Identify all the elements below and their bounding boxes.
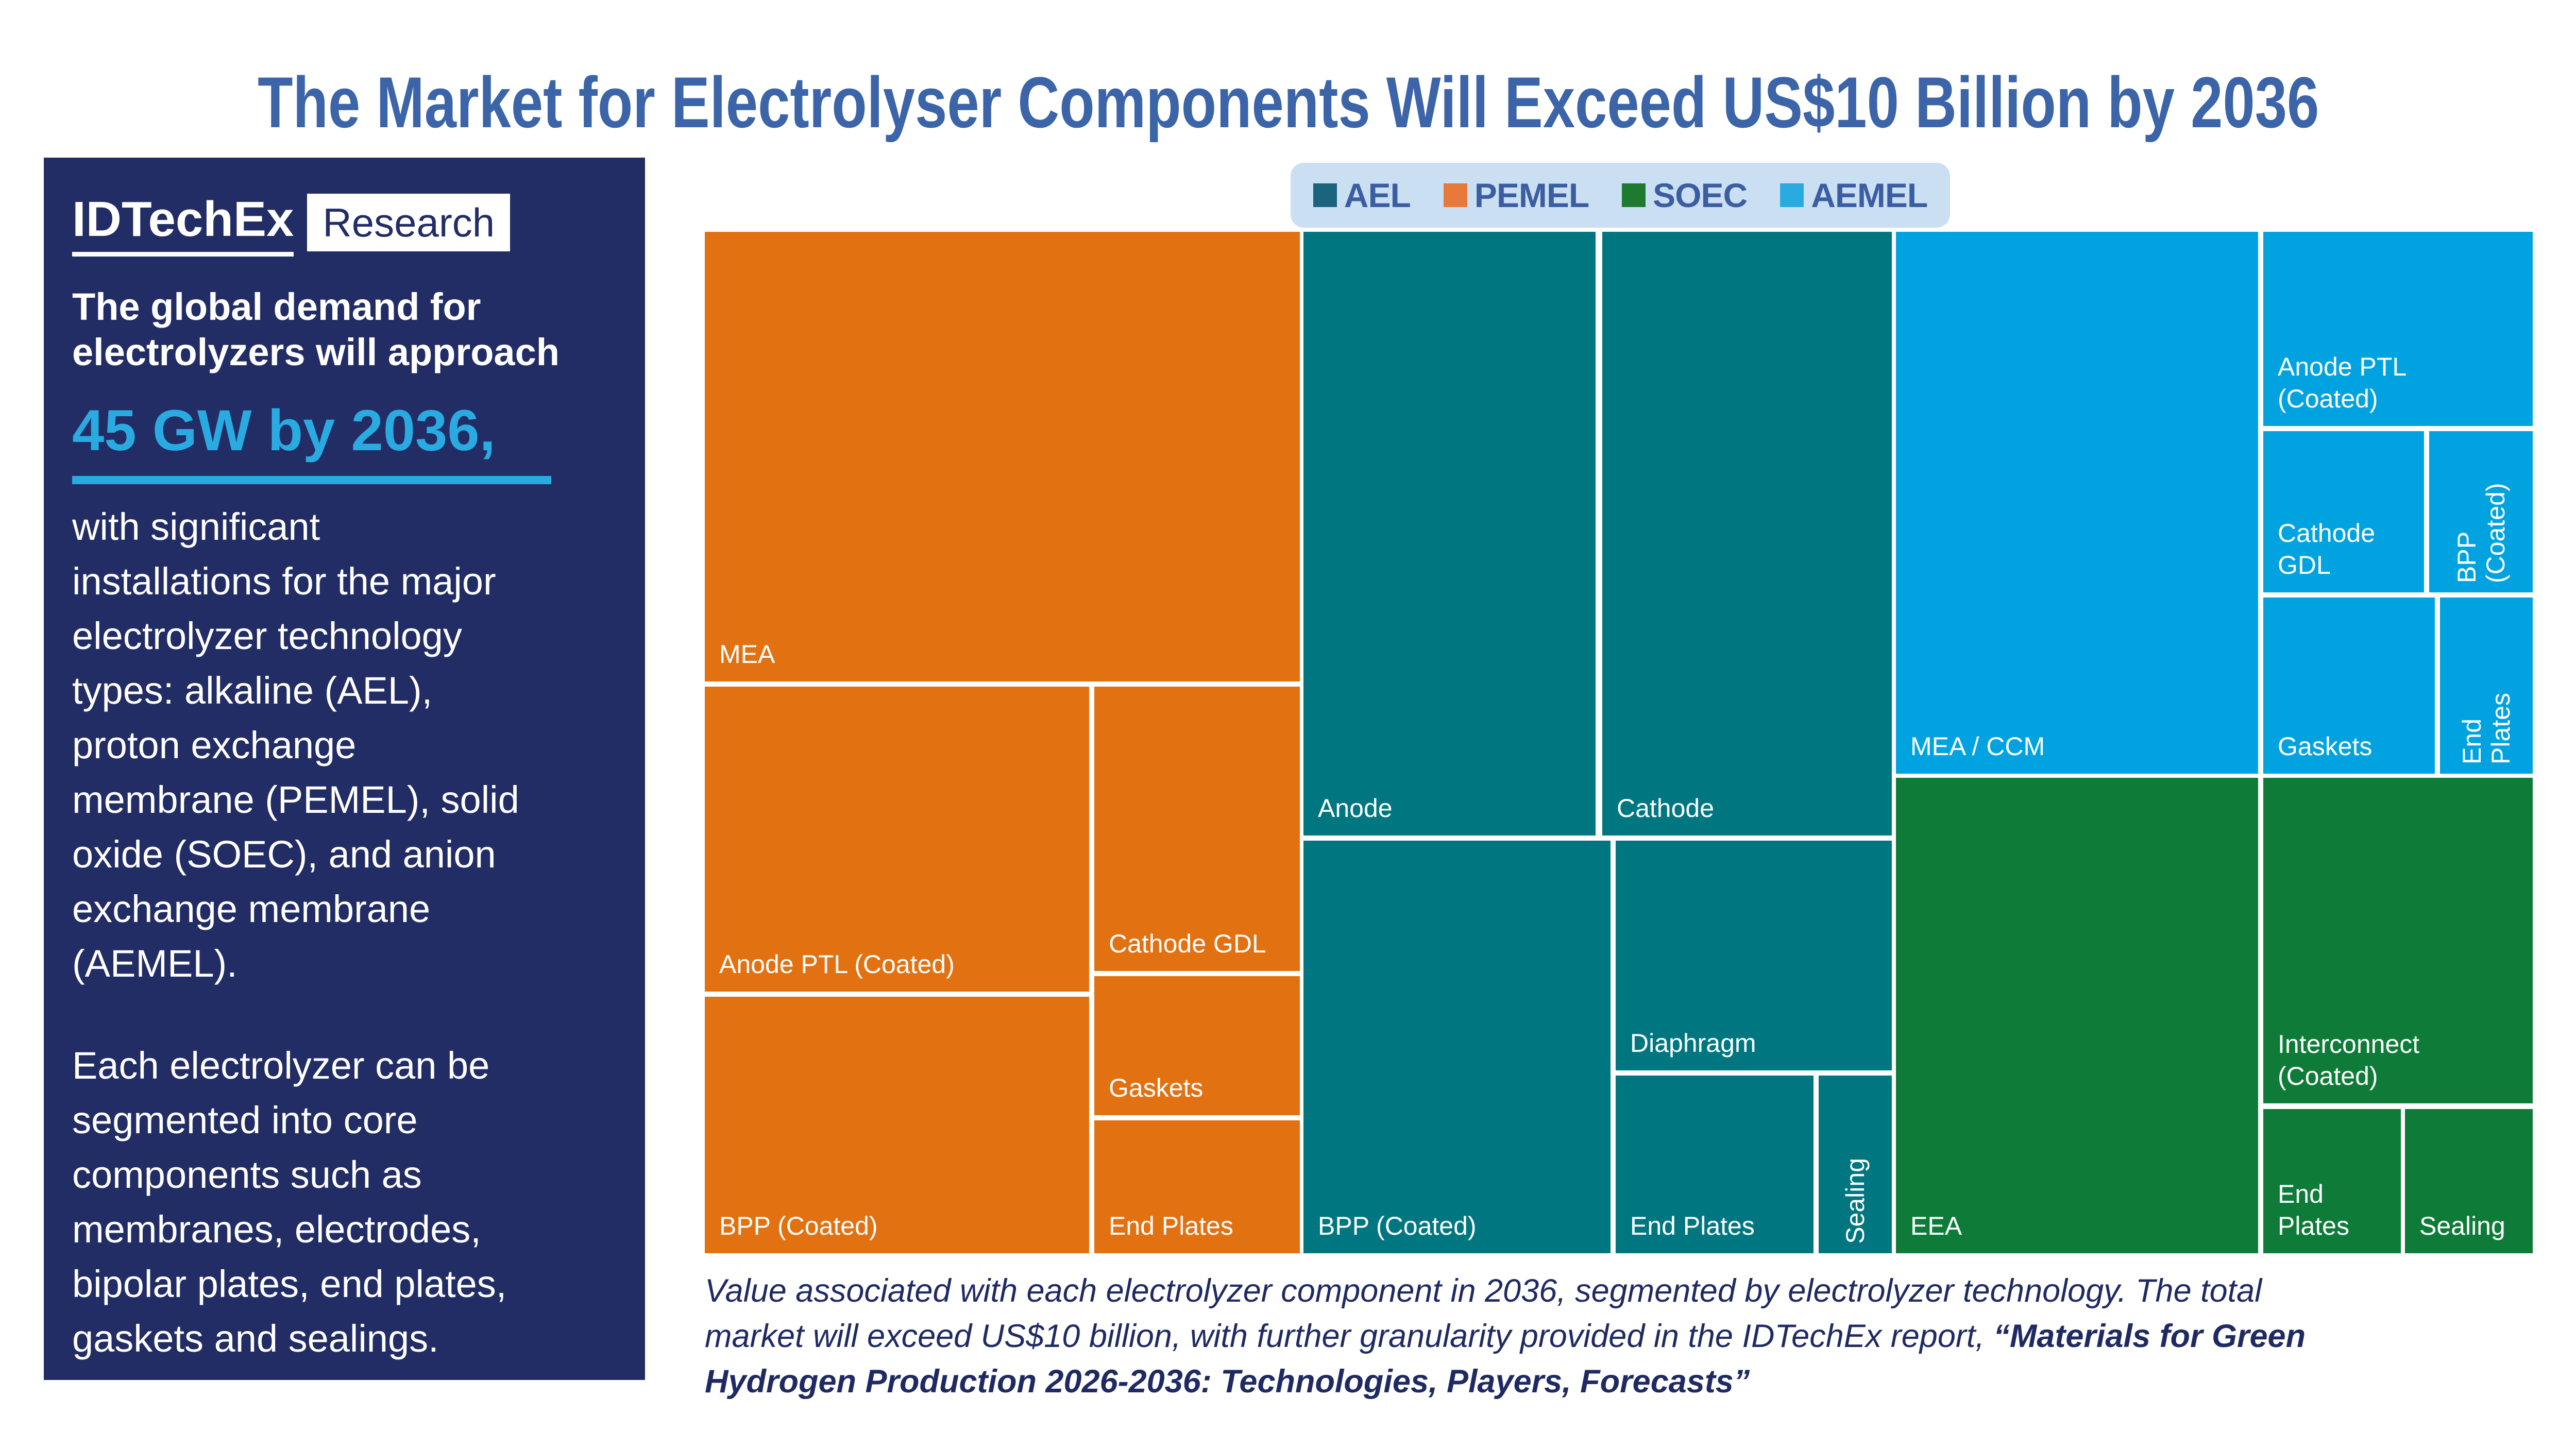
- page-title: The Market for Electrolyser Components W…: [0, 61, 2576, 144]
- sidebar-headline: The global demand for electrolyzers will …: [72, 284, 617, 375]
- text-line: membrane (PEMEL), solid: [72, 778, 519, 821]
- treemap-block-label: BPP (Coated): [2452, 483, 2510, 583]
- treemap-block-label: BPP (Coated): [719, 1212, 878, 1240]
- text-line: gaskets and sealings.: [72, 1317, 439, 1360]
- idtechex-brand-wordmark: IDTechEx: [72, 193, 294, 257]
- page-title-text: The Market for Electrolyser Components W…: [258, 62, 2319, 143]
- legend-item-pemel: PEMEL: [1443, 176, 1589, 215]
- treemap-block-soec-interconnect-coated: Interconnect (Coated): [2263, 778, 2533, 1103]
- caption-report-title: “Materials for Green: [1993, 1318, 2306, 1354]
- text-line: with significant: [72, 505, 320, 548]
- sidebar-paragraph-1: with significant installations for the ma…: [72, 500, 617, 991]
- legend-item-aemel: AEMEL: [1780, 176, 1928, 215]
- treemap-block-pemel-cathode-gdl: Cathode GDL: [1094, 687, 1300, 971]
- treemap-block-label: Interconnect (Coated): [2278, 1030, 2420, 1090]
- legend-swatch-soec-icon: [1622, 183, 1646, 207]
- treemap-block-label: Anode: [1318, 794, 1393, 823]
- treemap-block-pemel-gaskets: Gaskets: [1094, 976, 1300, 1115]
- treemap-block-label: Cathode GDL: [1109, 929, 1266, 958]
- text-line: electrolyzer technology: [72, 615, 462, 657]
- legend-label: AEMEL: [1811, 176, 1928, 214]
- treemap-block-pemel-anode-ptl-coated: Anode PTL (Coated): [705, 687, 1089, 992]
- caption-report-title: Hydrogen Production 2026-2036: Technolog…: [705, 1363, 1750, 1400]
- treemap-block-label: Gaskets: [2278, 732, 2372, 761]
- text-line: oxide (SOEC), and anion: [72, 833, 496, 876]
- treemap-block-pemel-end-plates: End Plates: [1094, 1120, 1300, 1253]
- highlight-underline: [72, 476, 551, 484]
- treemap-block-label: Cathode GDL: [2278, 519, 2376, 579]
- treemap-block-label: Sealing: [2419, 1212, 2505, 1240]
- text-line: The global demand for: [72, 285, 481, 328]
- caption-text: Value associated with each electrolyzer …: [705, 1273, 2262, 1309]
- chart-legend: AEL PEMEL SOEC AEMEL: [1291, 163, 1950, 228]
- text-line: segmented into core: [72, 1099, 418, 1141]
- text-line: Each electrolyzer can be: [72, 1044, 490, 1087]
- treemap-block-aemel-end-plates: End Plates: [2440, 598, 2533, 774]
- legend-swatch-pemel-icon: [1443, 183, 1467, 207]
- text-line: (AEMEL).: [72, 942, 238, 985]
- treemap-block-label: EEA: [1910, 1212, 1962, 1240]
- text-line: components such as: [72, 1153, 422, 1196]
- treemap-block-label: End Plates: [2278, 1180, 2349, 1240]
- text-line: membranes, electrodes,: [72, 1208, 481, 1251]
- caption-line: Hydrogen Production 2026-2036: Technolog…: [705, 1359, 2560, 1404]
- treemap-block-label: Anode PTL (Coated): [2278, 352, 2407, 413]
- treemap-block-label: Sealing: [1841, 1158, 1870, 1244]
- treemap-block-label: End Plates: [2458, 693, 2515, 764]
- legend-swatch-ael-icon: [1313, 183, 1337, 207]
- legend-swatch-aemel-icon: [1780, 183, 1804, 207]
- treemap-block-ael-sealing: Sealing: [1819, 1076, 1892, 1253]
- text-line: bipolar plates, end plates,: [72, 1263, 507, 1305]
- treemap-chart: MEA Anode PTL (Coated) BPP (Coated) Cathode…: [705, 232, 2533, 1253]
- treemap-block-label: MEA: [719, 640, 775, 669]
- treemap-block-aemel-bpp-coated: BPP (Coated): [2429, 431, 2533, 592]
- legend-label: PEMEL: [1474, 176, 1589, 214]
- text-line: proton exchange: [72, 724, 357, 766]
- sidebar-highlight: 45 GW by 2036,: [72, 398, 496, 463]
- text-line: types: alkaline (AEL),: [72, 669, 433, 712]
- sidebar: IDTechEx Research The global demand for e…: [44, 158, 645, 1380]
- legend-label: SOEC: [1653, 176, 1748, 214]
- treemap-block-ael-end-plates: End Plates: [1616, 1076, 1814, 1253]
- treemap-block-label: MEA / CCM: [1910, 732, 2045, 761]
- treemap-block-soec-eea: EEA: [1896, 778, 2258, 1253]
- treemap-block-ael-anode: Anode: [1303, 232, 1596, 836]
- treemap-block-ael-diaphragm: Diaphragm: [1616, 841, 1892, 1070]
- treemap-block-label: Diaphragm: [1630, 1029, 1756, 1058]
- caption-line: Value associated with each electrolyzer …: [705, 1268, 2560, 1314]
- treemap-block-ael-cathode: Cathode: [1602, 232, 1892, 836]
- caption-text: market will exceed US$10 billion, with f…: [705, 1318, 1994, 1354]
- caption-line: market will exceed US$10 billion, with f…: [705, 1314, 2560, 1359]
- idtechex-logo: IDTechEx Research: [72, 193, 617, 257]
- treemap-block-label: End Plates: [1630, 1212, 1755, 1240]
- treemap-block-label: End Plates: [1109, 1212, 1233, 1240]
- treemap-block-label: Cathode: [1617, 794, 1715, 823]
- chart-caption: Value associated with each electrolyzer …: [705, 1268, 2560, 1404]
- treemap-block-label: Gaskets: [1109, 1073, 1204, 1102]
- treemap-block-soec-end-plates: End Plates: [2263, 1109, 2401, 1253]
- treemap-block-pemel-bpp-coated: BPP (Coated): [705, 997, 1089, 1253]
- treemap-block-label: BPP (Coated): [1318, 1212, 1477, 1240]
- treemap-block-aemel-cathode-gdl: Cathode GDL: [2263, 431, 2424, 592]
- treemap-block-aemel-gaskets: Gaskets: [2263, 598, 2435, 774]
- research-badge: Research: [307, 194, 511, 251]
- treemap-block-pemel-mea: MEA: [705, 232, 1300, 681]
- treemap-block-ael-bpp-coated: BPP (Coated): [1303, 841, 1611, 1253]
- text-line: installations for the major: [72, 560, 496, 603]
- treemap-block-aemel-mea-ccm: MEA / CCM: [1896, 232, 2258, 774]
- treemap-block-aemel-anode-ptl-coated: Anode PTL (Coated): [2263, 232, 2533, 426]
- sidebar-paragraph-2: Each electrolyzer can be segmented into c…: [72, 1038, 617, 1366]
- treemap-block-soec-sealing: Sealing: [2405, 1109, 2533, 1253]
- legend-item-soec: SOEC: [1622, 176, 1748, 215]
- legend-item-ael: AEL: [1313, 176, 1411, 215]
- text-line: exchange membrane: [72, 888, 431, 930]
- treemap-block-label: Anode PTL (Coated): [719, 950, 955, 979]
- text-line: electrolyzers will approach: [72, 331, 560, 373]
- legend-label: AEL: [1344, 176, 1411, 214]
